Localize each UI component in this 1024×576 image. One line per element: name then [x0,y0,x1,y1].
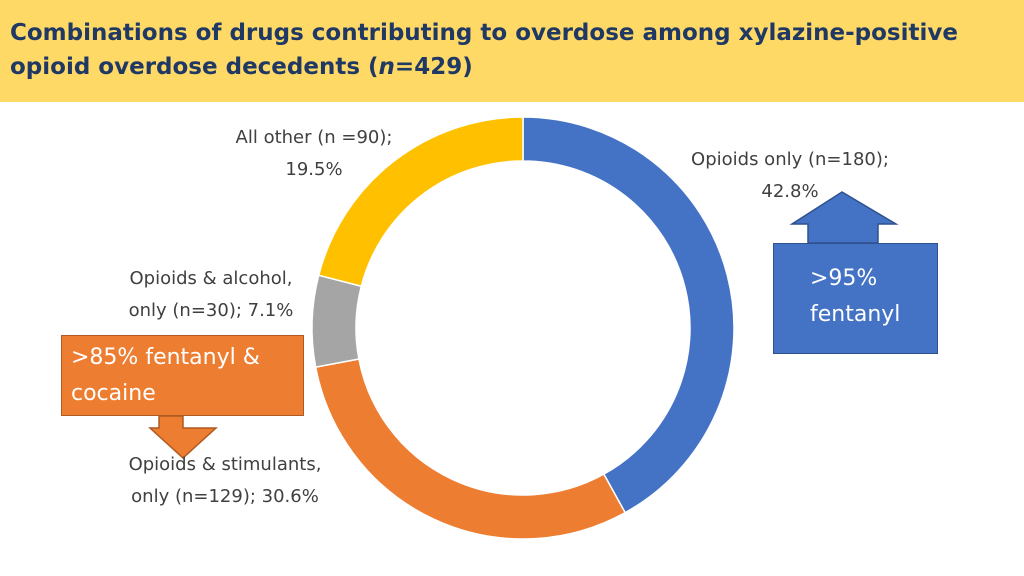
chart-title: Combinations of drugs contributing to ov… [10,20,958,80]
fentanyl-callout: >95% fentanyl [773,243,938,354]
fentanyl-cocaine-callout: >85% fentanyl & cocaine [61,335,304,416]
label-all-other: All other (n =90); 19.5% [235,127,393,180]
donut-slice-3 [317,116,524,288]
label-opioids-only: Opioids only (n=180); 42.8% [691,149,889,202]
donut-slice-2 [311,274,363,369]
down-arrow-icon [148,415,218,460]
title-banner: Combinations of drugs contributing to ov… [0,0,1024,102]
donut-slice-1 [314,358,627,540]
label-opioids-alcohol: Opioids & alcohol, only (n=30); 7.1% [128,268,294,321]
label-opioids-stimulants: Opioids & stimulants, only (n=129); 30.6… [128,454,322,507]
donut-slice-0 [522,116,735,514]
